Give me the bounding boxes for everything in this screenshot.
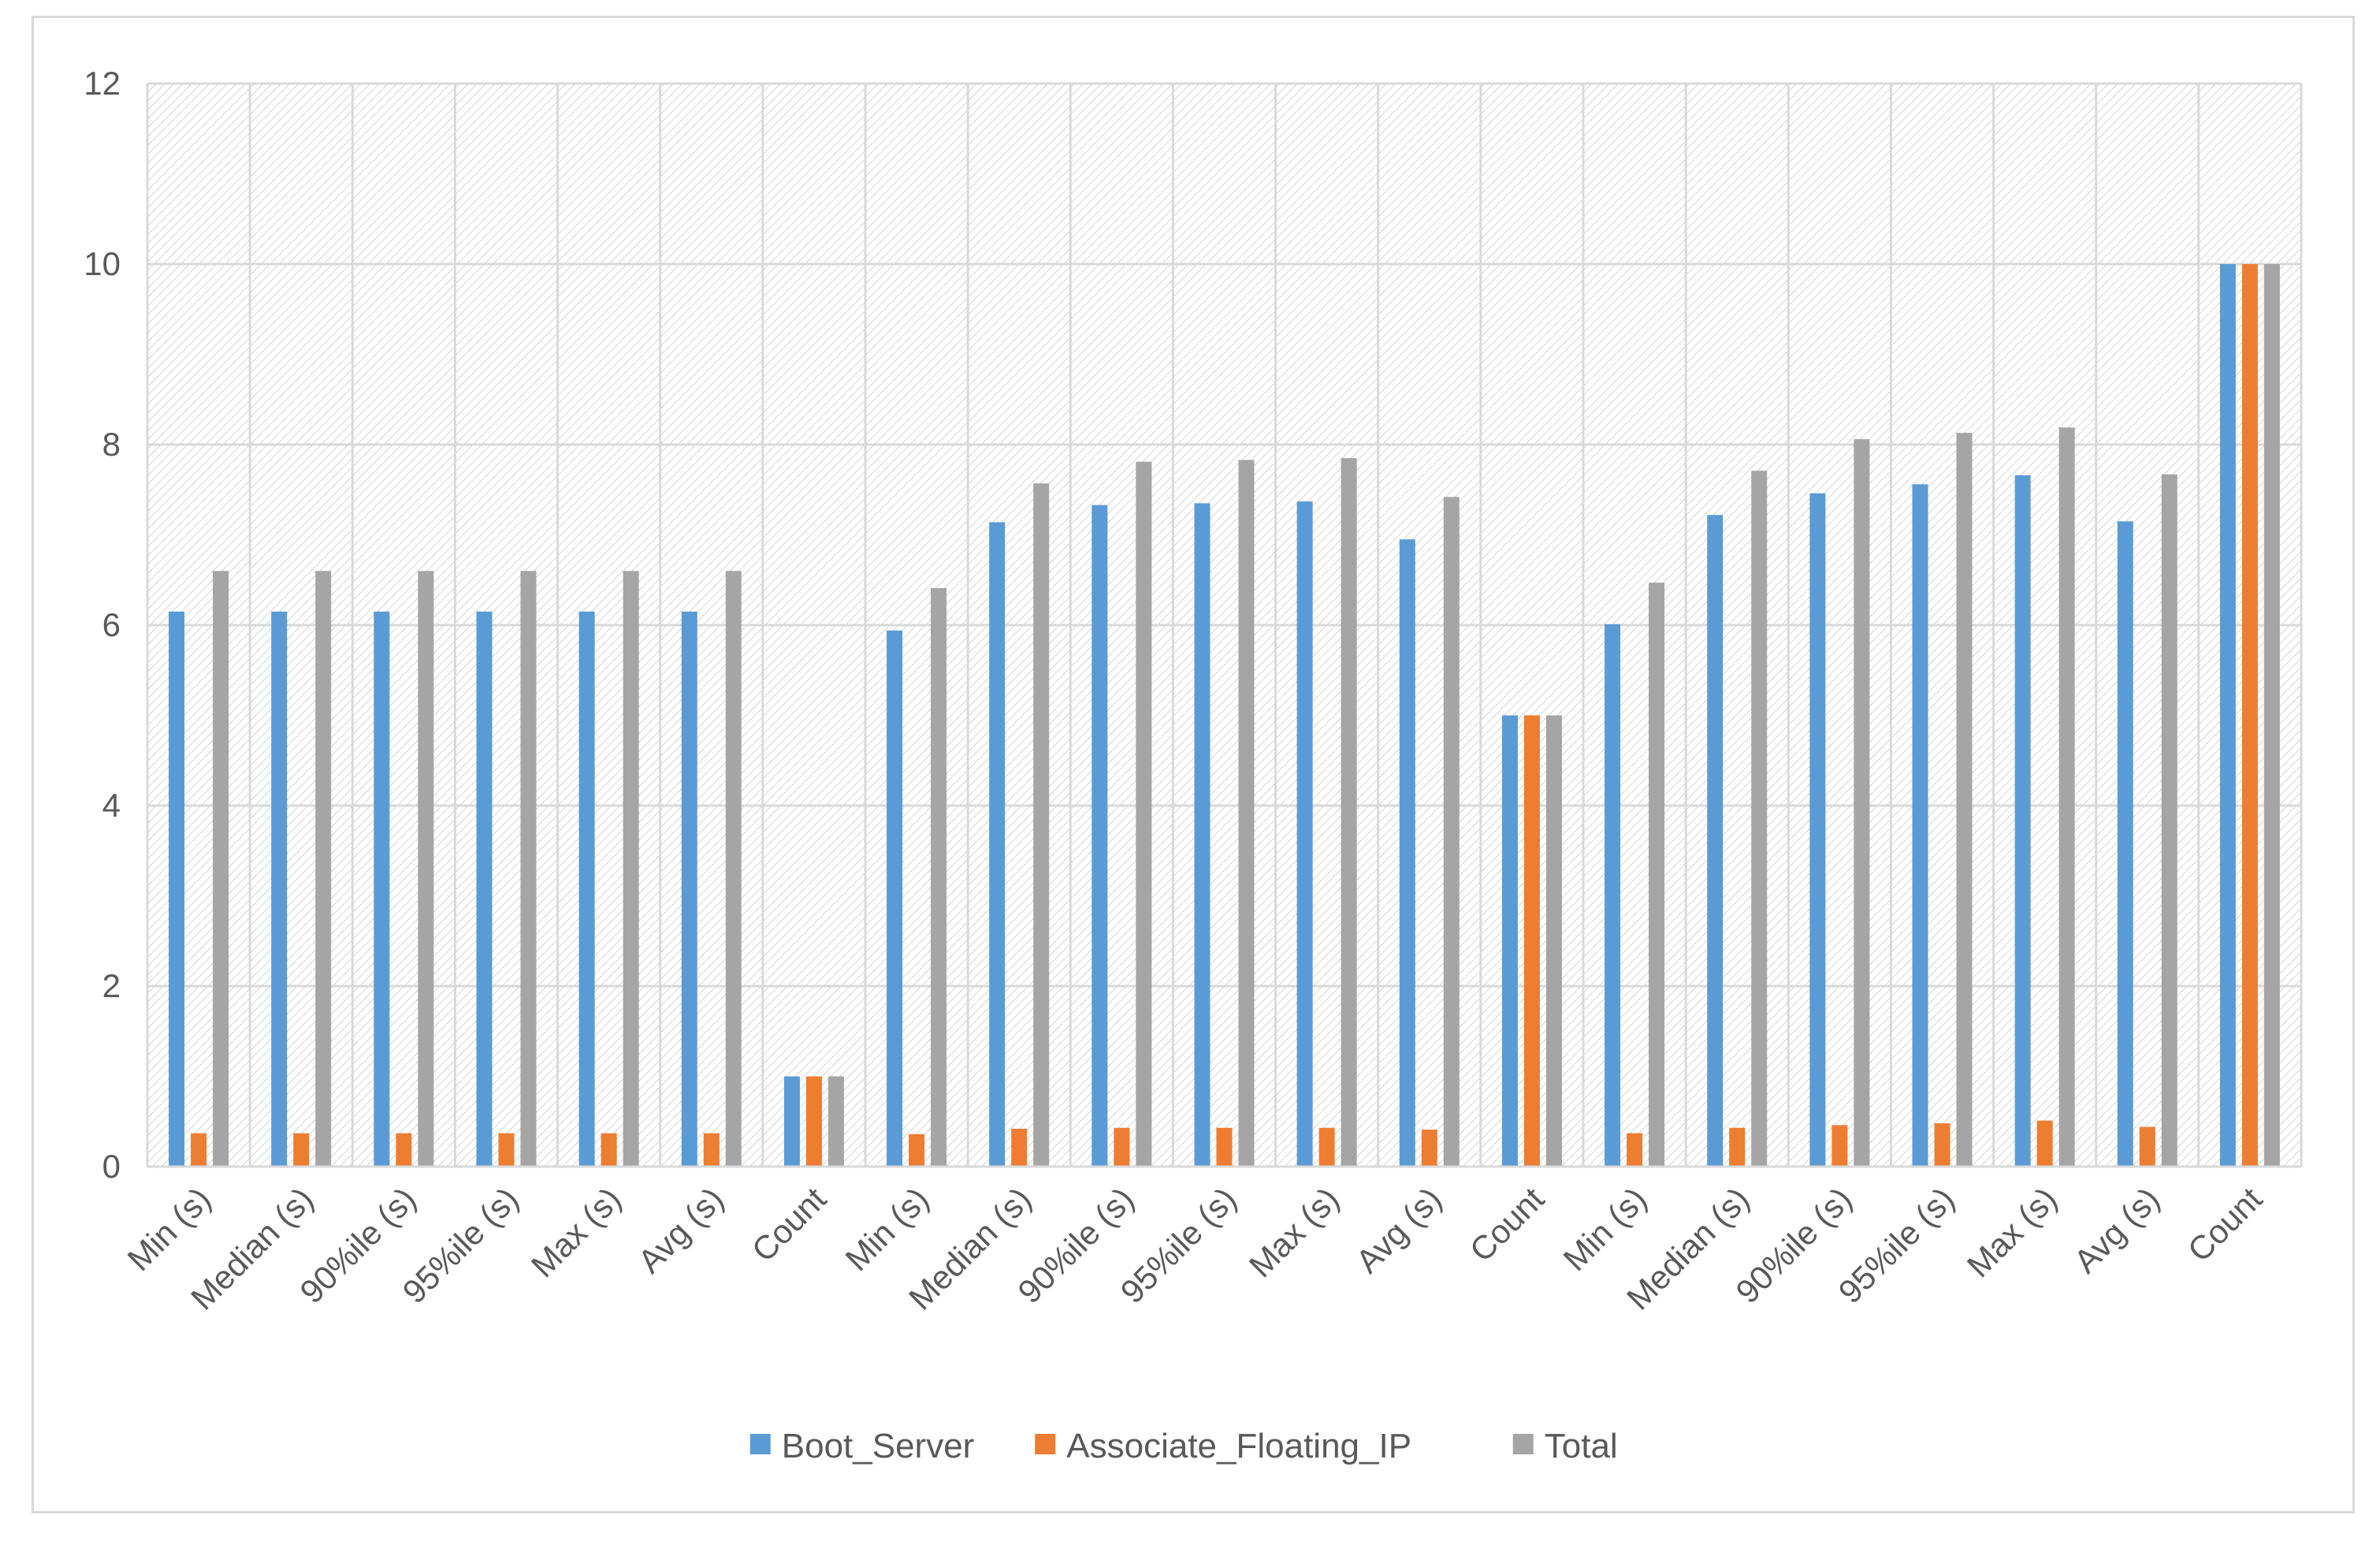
legend-swatch (1512, 1434, 1534, 1454)
bar-associate-floating-ip (1831, 1125, 1848, 1167)
bar-boot-server (1399, 539, 1415, 1167)
bar-total (1443, 497, 1460, 1167)
bar-total (1545, 715, 1562, 1167)
bar-boot-server (1296, 501, 1313, 1167)
bar-total (1649, 583, 1665, 1167)
bar-boot-server (2014, 475, 2031, 1167)
bar-boot-server (989, 522, 1006, 1167)
y-tick-label: 0 (102, 1148, 121, 1185)
bar-associate-floating-ip (1421, 1130, 1437, 1167)
x-tick-label: Avg (s) (630, 1180, 731, 1280)
bar-total (1238, 460, 1255, 1167)
bar-total (520, 571, 537, 1167)
y-tick-label: 6 (102, 606, 121, 643)
bar-boot-server (783, 1076, 800, 1167)
bar-boot-server (578, 611, 595, 1167)
x-tick-label: Count (2181, 1180, 2270, 1269)
x-tick-label: Min (s) (1556, 1180, 1653, 1278)
bar-associate-floating-ip (601, 1133, 617, 1167)
bar-associate-floating-ip (703, 1133, 720, 1167)
bar-associate-floating-ip (1114, 1127, 1130, 1167)
bar-boot-server (476, 611, 493, 1167)
bar-boot-server (681, 611, 697, 1167)
bar-associate-floating-ip (293, 1133, 310, 1167)
bar-associate-floating-ip (1318, 1127, 1335, 1167)
y-tick-label: 8 (102, 426, 121, 463)
bar-total (2263, 264, 2280, 1167)
x-tick-label: Min (s) (120, 1180, 218, 1278)
x-tick-label: Avg (s) (1348, 1180, 1448, 1280)
bar-total (827, 1076, 844, 1167)
bar-total (931, 588, 947, 1167)
x-tick-label: Count (745, 1180, 834, 1269)
bar-boot-server (1194, 503, 1210, 1167)
bar-total (315, 571, 332, 1167)
bar-total (1751, 471, 1768, 1167)
y-tick-label: 2 (102, 967, 121, 1004)
legend-swatch (1035, 1434, 1056, 1454)
bar-associate-floating-ip (1934, 1123, 1950, 1167)
bar-boot-server (1707, 515, 1724, 1167)
x-tick-label: Max (s) (1242, 1180, 1346, 1284)
bar-associate-floating-ip (498, 1133, 515, 1167)
y-tick-label: 4 (102, 787, 121, 824)
bar-boot-server (1501, 715, 1518, 1167)
bar-associate-floating-ip (396, 1133, 412, 1167)
bar-boot-server (1809, 493, 1826, 1167)
bar-associate-floating-ip (2139, 1126, 2155, 1167)
bar-total (1033, 483, 1050, 1167)
bar-total (623, 571, 639, 1167)
bar-associate-floating-ip (1627, 1133, 1643, 1167)
bar-associate-floating-ip (2241, 264, 2258, 1167)
bar-total (213, 571, 229, 1167)
legend: Boot_Server Associate_Floating_IP Total (749, 1427, 1618, 1465)
bar-boot-server (271, 611, 288, 1167)
bar-total (418, 571, 434, 1167)
bar-total (1854, 439, 1870, 1167)
legend-swatch (749, 1434, 771, 1454)
bar-total (1136, 461, 1152, 1167)
x-tick-label: Min (s) (838, 1180, 935, 1278)
bar-boot-server (1091, 504, 1108, 1167)
bar-associate-floating-ip (909, 1134, 925, 1167)
bar-boot-server (1912, 484, 1928, 1167)
bar-total (725, 571, 742, 1167)
bar-total (1956, 433, 1973, 1167)
x-tick-label: Max (s) (1960, 1180, 2064, 1284)
bar-associate-floating-ip (2036, 1120, 2053, 1167)
bar-total (2058, 427, 2075, 1167)
bar-associate-floating-ip (1216, 1127, 1233, 1167)
bar-associate-floating-ip (1011, 1128, 1028, 1167)
y-tick-label: 12 (84, 65, 121, 102)
chart-frame: 0 2 4 6 8 10 12 Min (s) Median (s) 90%ile (s) 95%i… (32, 16, 2355, 1513)
y-tick-label: 10 (84, 245, 121, 282)
legend-label: Associate_Floating_IP (1066, 1427, 1411, 1465)
bar-total (1341, 458, 1357, 1167)
bar-associate-floating-ip (1523, 715, 1540, 1167)
bar-associate-floating-ip (191, 1133, 207, 1167)
x-tick-label: Max (s) (524, 1180, 628, 1284)
bars (169, 264, 2280, 1167)
x-tick-label: Avg (s) (2066, 1180, 2166, 1280)
bar-boot-server (374, 611, 390, 1167)
bar-boot-server (1605, 624, 1621, 1167)
legend-label: Boot_Server (782, 1427, 975, 1465)
gridlines (146, 82, 2303, 1168)
legend-label: Total (1545, 1427, 1618, 1465)
bar-boot-server (169, 611, 185, 1167)
bar-boot-server (2219, 264, 2236, 1167)
bar-total (2161, 474, 2177, 1167)
bar-boot-server (2117, 521, 2133, 1167)
bar-boot-server (887, 630, 903, 1167)
bar-associate-floating-ip (805, 1076, 822, 1167)
bar-associate-floating-ip (1729, 1127, 1746, 1167)
x-tick-label: Count (1463, 1180, 1552, 1269)
